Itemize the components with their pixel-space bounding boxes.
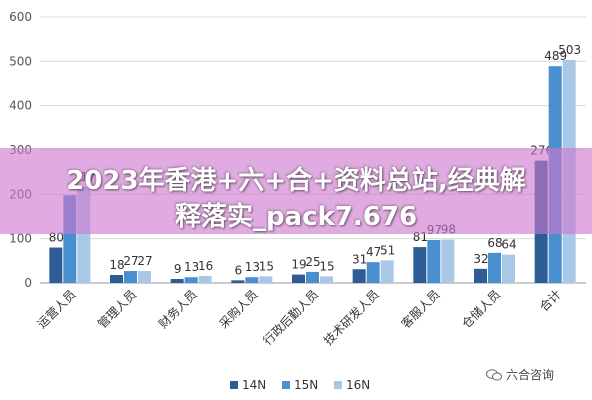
data-label: 25 (305, 255, 320, 269)
data-label: 489 (544, 49, 567, 63)
x-tick-label: 技术研发人员 (320, 287, 382, 349)
y-tick-label: 100 (9, 232, 32, 246)
bar-14N (474, 268, 487, 283)
data-label: 80 (49, 231, 64, 245)
bar-16N (502, 254, 515, 283)
bar-16N (380, 260, 394, 283)
bar-14N (352, 269, 366, 283)
bar-14N (49, 247, 63, 283)
legend-swatch (230, 381, 238, 389)
data-label: 9 (174, 262, 182, 276)
banner-line-1: 2023年香港+六+合+资料总站,经典解 (66, 166, 526, 196)
bar-16N (138, 271, 151, 283)
data-label: 32 (473, 252, 488, 266)
bar-15N (124, 271, 137, 283)
data-label: 16 (198, 259, 213, 273)
legend-swatch (282, 381, 290, 389)
bar-14N (110, 275, 123, 283)
legend-label: 14N (242, 378, 266, 392)
legend-swatch (334, 381, 342, 389)
bar-15N (306, 271, 319, 283)
x-tick-label: 客服人员 (398, 287, 443, 332)
data-label: 31 (352, 252, 367, 266)
banner-line-2: 释落实_pack7.676 (174, 202, 418, 232)
bar-16N (441, 239, 455, 283)
x-tick-label: 采购人员 (216, 287, 261, 332)
bar-14N (170, 279, 184, 283)
x-tick-label: 合计 (536, 287, 564, 315)
x-tick-label: 管理人员 (95, 287, 140, 332)
overlay-banner (0, 148, 592, 234)
bar-14N (292, 274, 305, 283)
data-label: 19 (291, 258, 306, 272)
bar-15N (488, 252, 501, 283)
bar-14N (413, 247, 427, 283)
legend-label: 16N (346, 378, 370, 392)
bar-15N (184, 277, 198, 283)
bar-14N (231, 280, 245, 283)
data-label: 47 (366, 245, 381, 259)
data-label: 6 (235, 263, 243, 277)
data-label: 13 (184, 260, 199, 274)
x-tick-label: 财务人员 (155, 287, 200, 332)
watermark-text: 六合咨询 (506, 368, 555, 382)
y-tick-label: 500 (9, 54, 32, 68)
bar-15N (245, 277, 259, 283)
data-label: 68 (487, 236, 502, 250)
data-label: 15 (259, 259, 274, 273)
data-label: 27 (123, 254, 138, 268)
data-label: 64 (501, 238, 516, 252)
x-tick-label: 仓储人员 (459, 287, 504, 332)
data-label: 51 (380, 243, 395, 257)
y-tick-label: 600 (9, 10, 32, 24)
bar-16N (320, 276, 333, 283)
bar-15N (366, 262, 380, 283)
data-label: 18 (109, 258, 124, 272)
y-tick-label: 400 (9, 99, 32, 113)
y-tick-label: 0 (24, 276, 32, 290)
data-label: 15 (319, 259, 334, 273)
data-label: 13 (245, 260, 260, 274)
data-label: 503 (558, 43, 581, 57)
legend-label: 15N (294, 378, 318, 392)
wechat-icon (486, 368, 502, 380)
watermark: 六合咨询 (486, 366, 554, 383)
bar-15N (427, 239, 441, 283)
x-tick-label: 运营人员 (35, 287, 79, 331)
x-tick-label: 行政后勤人员 (260, 287, 321, 348)
data-label: 27 (137, 254, 152, 268)
bar-16N (198, 275, 212, 283)
bar-16N (259, 276, 273, 283)
